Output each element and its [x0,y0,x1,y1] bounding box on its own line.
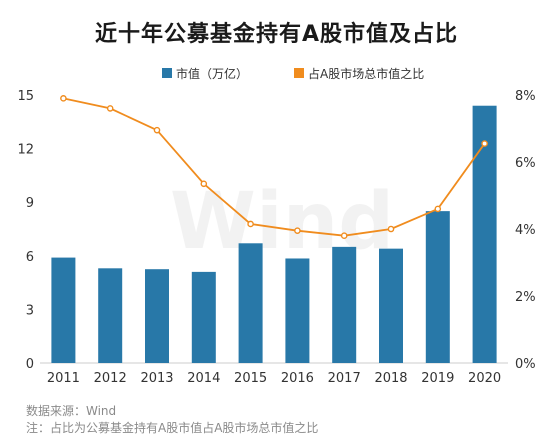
y-left-tick-label: 12 [17,143,34,158]
y-left-tick-label: 6 [26,250,34,265]
chart-title: 近十年公募基金持有A股市值及占比 [94,22,459,47]
ratio-point [153,126,161,134]
footnote: 注：占比为公募基金持有A股市值占A股市场总市值之比 [26,421,319,435]
bar [191,271,216,363]
bar [98,268,123,363]
x-tick-label: 2019 [421,371,454,386]
bar [51,257,76,363]
legend-line-swatch [294,68,304,78]
y-right-tick-label: 4% [515,223,536,238]
legend-bar-label: 市值（万亿） [176,66,248,81]
y-left-tick-label: 15 [17,89,34,104]
y-left-tick-label: 3 [26,303,34,318]
x-tick-label: 2013 [140,371,173,386]
bar [238,243,263,363]
y-right-tick-label: 6% [515,156,536,171]
y-left-tick-label: 9 [26,196,34,211]
x-tick-label: 2016 [281,371,314,386]
ratio-point [294,227,301,234]
ratio-point [387,225,395,233]
x-tick-label: 2011 [47,371,80,386]
legend-bar-swatch [162,68,172,78]
y-right-tick-label: 2% [515,290,536,305]
bar [379,248,403,363]
ratio-point [60,95,67,102]
bar [145,269,169,363]
bar [332,246,357,363]
x-tick-label: 2015 [234,371,267,386]
ratio-point [434,205,442,213]
legend-line-label: 占A股市场总市值之比 [308,66,424,81]
x-tick-label: 2020 [468,371,501,386]
ratio-point [106,105,114,112]
y-left-tick-label: 0 [26,357,34,372]
bar [472,105,497,363]
x-tick-label: 2017 [328,371,361,386]
ratio-point [481,140,488,147]
x-tick-label: 2018 [374,371,407,386]
ratio-point [200,180,208,188]
y-right-tick-label: 0% [515,357,536,372]
ratio-point [247,220,254,228]
y-right-tick-label: 8% [515,89,536,104]
ratio-line [63,97,486,237]
watermark: Wind [170,177,394,267]
ratio-point [340,232,348,239]
bar [285,258,310,363]
bar [425,211,450,363]
x-tick-label: 2014 [187,371,220,386]
x-tick-label: 2012 [94,371,127,386]
source-note: 数据来源：Wind [26,404,117,418]
